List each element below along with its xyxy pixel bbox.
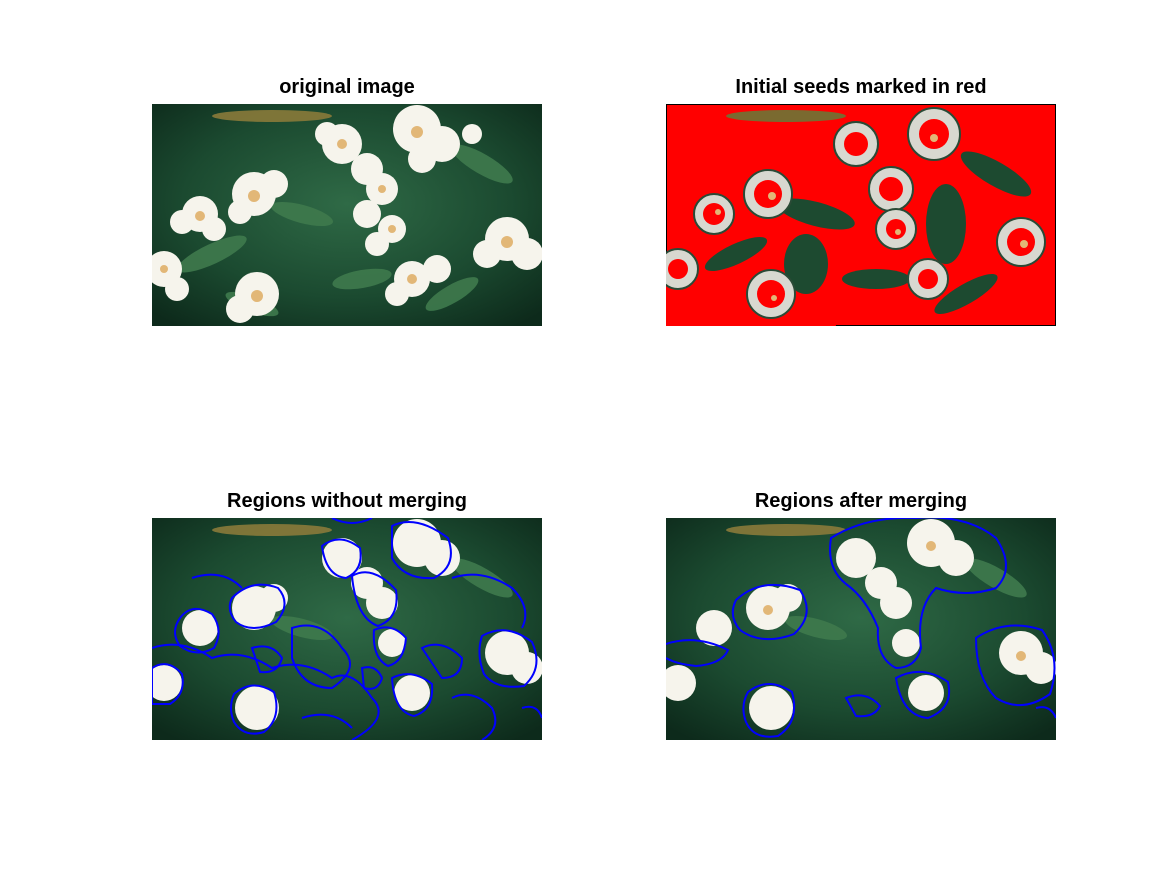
subplot-initial-seeds: Initial seeds marked in red [666, 76, 1056, 326]
seeds-image-panel [666, 104, 1056, 326]
subplot-title: Initial seeds marked in red [735, 76, 987, 98]
subplot-title: Regions after merging [754, 490, 968, 512]
segmented-image-unmerged [152, 518, 542, 740]
subplot-title: original image [279, 76, 415, 98]
subplot-regions-without-merging: Regions without merging [152, 490, 542, 740]
regions-unmerged-panel [152, 518, 542, 740]
seed-mask-image [666, 104, 1056, 326]
flower-photo [152, 104, 542, 326]
original-image-panel [152, 104, 542, 326]
segmented-image-merged [666, 518, 1056, 740]
subplot-original-image: original image [152, 76, 542, 326]
subplot-regions-after-merging: Regions after merging [666, 490, 1056, 740]
regions-merged-panel [666, 518, 1056, 740]
subplot-title: Regions without merging [227, 490, 467, 512]
